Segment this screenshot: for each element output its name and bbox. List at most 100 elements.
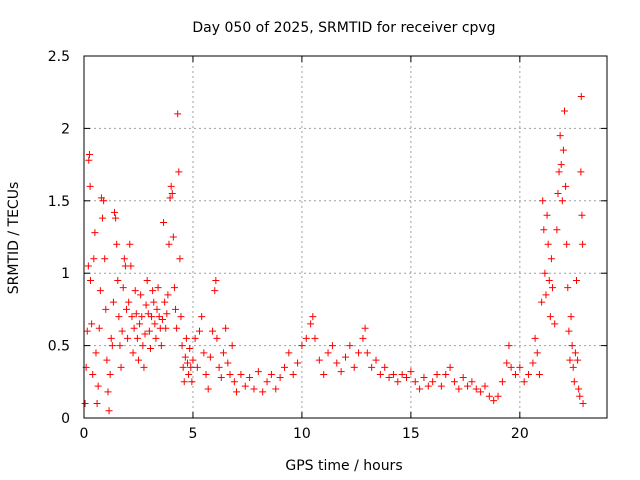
data-point bbox=[433, 371, 441, 379]
data-point bbox=[141, 330, 149, 338]
data-point bbox=[455, 385, 463, 393]
data-point bbox=[553, 226, 561, 234]
data-point bbox=[204, 385, 212, 393]
x-axis-label: GPS time / hours bbox=[285, 458, 402, 474]
data-point bbox=[176, 255, 184, 263]
data-point bbox=[186, 344, 194, 352]
data-point bbox=[217, 373, 225, 381]
data-point bbox=[361, 324, 369, 332]
data-point bbox=[124, 334, 132, 342]
data-point bbox=[420, 373, 428, 381]
data-point bbox=[188, 378, 196, 386]
data-point bbox=[160, 219, 168, 227]
data-point bbox=[535, 371, 543, 379]
data-point bbox=[333, 359, 341, 367]
data-point bbox=[533, 349, 541, 357]
data-point bbox=[468, 378, 476, 386]
data-point bbox=[464, 382, 472, 390]
data-point bbox=[576, 392, 584, 400]
data-point bbox=[429, 378, 437, 386]
data-point bbox=[117, 363, 125, 371]
data-point bbox=[178, 342, 186, 350]
data-point bbox=[89, 371, 97, 379]
data-point bbox=[564, 284, 572, 292]
data-point bbox=[133, 334, 141, 342]
data-point bbox=[109, 298, 117, 306]
data-point bbox=[84, 262, 92, 270]
data-point bbox=[165, 240, 173, 248]
data-point bbox=[136, 320, 144, 328]
x-tick-label: 20 bbox=[511, 426, 529, 442]
data-point bbox=[259, 388, 267, 396]
data-point bbox=[140, 363, 148, 371]
data-point bbox=[569, 363, 577, 371]
data-point bbox=[572, 276, 580, 284]
data-point bbox=[90, 255, 98, 263]
data-point bbox=[146, 344, 154, 352]
data-point bbox=[558, 197, 566, 205]
data-point bbox=[541, 269, 549, 277]
data-point bbox=[368, 363, 376, 371]
data-point bbox=[376, 371, 384, 379]
data-point bbox=[328, 342, 336, 350]
data-point bbox=[114, 276, 122, 284]
data-point bbox=[241, 382, 249, 390]
data-point bbox=[144, 310, 152, 318]
data-point bbox=[152, 334, 160, 342]
data-point bbox=[575, 385, 583, 393]
data-point bbox=[150, 298, 158, 306]
data-point bbox=[472, 385, 480, 393]
data-point bbox=[126, 240, 134, 248]
data-point bbox=[166, 194, 174, 202]
data-point bbox=[237, 371, 245, 379]
data-point bbox=[485, 392, 493, 400]
data-point bbox=[442, 371, 450, 379]
data-point bbox=[86, 182, 94, 190]
data-point bbox=[181, 353, 189, 361]
data-point bbox=[93, 400, 101, 408]
data-point bbox=[103, 356, 111, 364]
data-point bbox=[187, 363, 195, 371]
data-point bbox=[298, 342, 306, 350]
data-point bbox=[193, 363, 201, 371]
data-point bbox=[540, 226, 548, 234]
data-point bbox=[81, 400, 89, 408]
data-point bbox=[350, 363, 358, 371]
data-point bbox=[577, 93, 585, 101]
data-point bbox=[407, 368, 415, 376]
data-point bbox=[566, 356, 574, 364]
data-point bbox=[101, 255, 109, 263]
data-point bbox=[105, 407, 113, 415]
data-point bbox=[161, 298, 169, 306]
data-point bbox=[555, 168, 563, 176]
data-point bbox=[547, 255, 555, 263]
data-point bbox=[116, 342, 124, 350]
data-point bbox=[174, 110, 182, 118]
chart-title: Day 050 of 2025, SRMTID for receiver cpv… bbox=[192, 20, 495, 36]
grid-layer bbox=[84, 56, 607, 418]
x-tick-label: 10 bbox=[293, 426, 311, 442]
data-point bbox=[131, 287, 139, 295]
data-point bbox=[477, 388, 485, 396]
data-point bbox=[191, 334, 199, 342]
x-tick-label: 15 bbox=[402, 426, 420, 442]
points-layer bbox=[81, 93, 587, 415]
data-point bbox=[169, 233, 177, 241]
data-point bbox=[567, 313, 575, 321]
y-tick-label: 0.5 bbox=[48, 339, 70, 355]
data-point bbox=[226, 371, 234, 379]
data-point bbox=[96, 287, 104, 295]
data-point bbox=[459, 373, 467, 381]
data-point bbox=[129, 349, 137, 357]
data-point bbox=[162, 324, 170, 332]
data-point bbox=[233, 388, 241, 396]
data-point bbox=[363, 349, 371, 357]
data-point bbox=[134, 356, 142, 364]
data-point bbox=[83, 327, 91, 335]
data-point bbox=[100, 197, 108, 205]
data-point bbox=[571, 349, 579, 357]
plot-frame bbox=[83, 55, 608, 419]
data-point bbox=[579, 240, 587, 248]
data-point bbox=[172, 305, 180, 313]
data-point bbox=[437, 382, 445, 390]
